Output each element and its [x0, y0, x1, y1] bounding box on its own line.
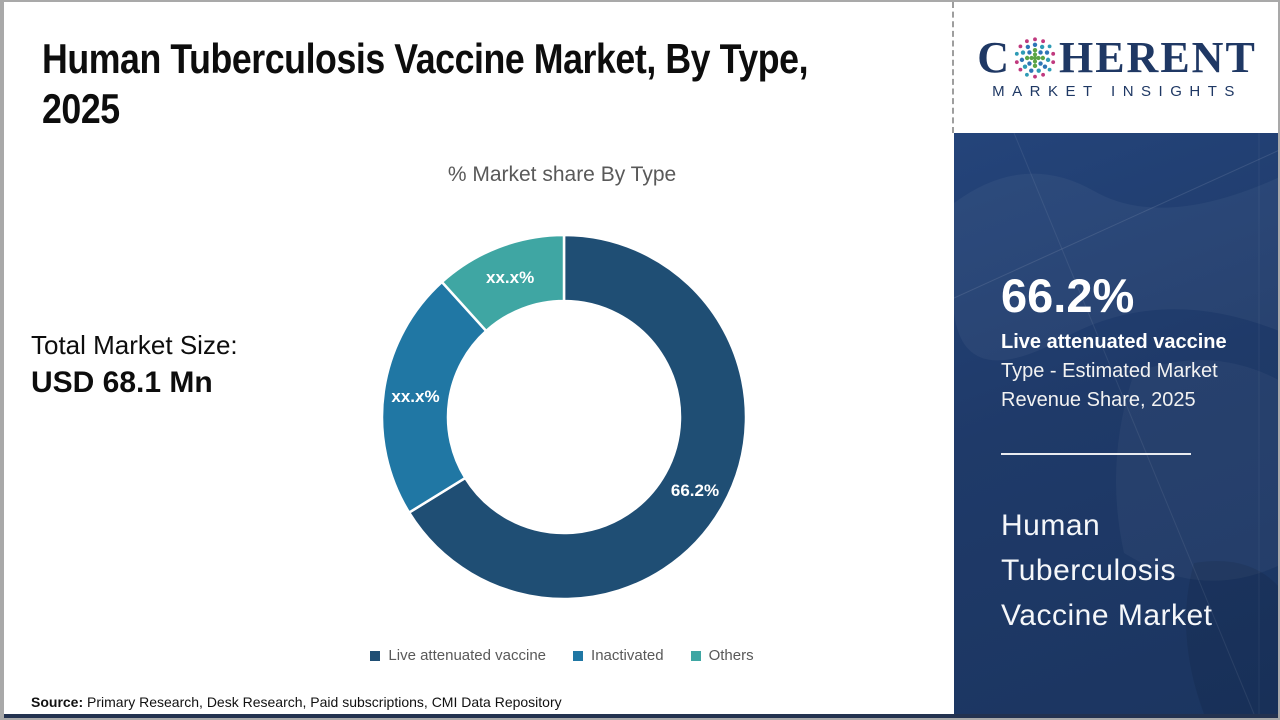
globe-dot [1027, 60, 1032, 66]
slice-label-0: 66.2% [671, 481, 719, 500]
donut-chart: 66.2% xx.x% xx.x% [380, 233, 748, 601]
globe-dot [1029, 67, 1034, 73]
globe-dot [1040, 55, 1046, 60]
globe-dot [1041, 38, 1045, 43]
market-name-line3: Vaccine Market [1001, 599, 1213, 632]
page-title-line2: 2025 [42, 85, 120, 132]
brand-subtitle: MARKET INSIGHTS [992, 82, 1242, 100]
globe-dot [1033, 36, 1037, 41]
globe-dot [1042, 63, 1048, 69]
globe-dot [1032, 55, 1038, 60]
total-market-size-value: USD 68.1 Mn [31, 366, 213, 399]
chart-title: % Market share By Type [447, 163, 677, 186]
donut-slice-1 [380, 280, 488, 515]
legend-swatch-icon [690, 650, 701, 661]
chart-legend: Live attenuated vaccine Inactivated Others [172, 647, 952, 664]
key-stat: 66.2% Live attenuated vaccine Type - Est… [1001, 271, 1227, 415]
legend-label: Live attenuated vaccine [388, 647, 547, 664]
world-map-decoration [954, 133, 1278, 714]
globe-dot [1051, 59, 1056, 64]
page-title-line1: Human Tuberculosis Vaccine Market, By Ty… [42, 35, 809, 82]
sidebar: 66.2% Live attenuated vaccine Type - Est… [954, 133, 1278, 714]
globe-dot [1027, 49, 1032, 55]
total-market-size: Total Market Size: USD 68.1 Mn [31, 328, 238, 402]
globe-dot [1019, 57, 1025, 62]
brand-letter-c: C [977, 32, 1011, 82]
legend-item-0: Live attenuated vaccine [370, 647, 546, 664]
logo: C HERENT MARKET INSIGHTS [952, 2, 1278, 133]
globe-dot [1018, 43, 1023, 48]
key-stat-segment: Live attenuated vaccine [1001, 331, 1227, 353]
globe-dot [1025, 44, 1031, 49]
globe-dot [1029, 55, 1034, 60]
globe-dot [1033, 74, 1037, 79]
globe-dot [1051, 51, 1056, 56]
globe-dot [1039, 44, 1045, 49]
brand-wordmark: C HERENT [977, 32, 1257, 82]
globe-dot [1032, 51, 1038, 57]
brand-letters-rest: HERENT [1058, 32, 1257, 82]
globe-dot [1047, 43, 1052, 48]
legend-item-2: Others [690, 647, 754, 664]
globe-dot [1022, 63, 1028, 69]
page-title: Human Tuberculosis Vaccine Market, By Ty… [42, 34, 808, 134]
globe-dot [1038, 60, 1043, 66]
globe-dot [1044, 49, 1050, 55]
globe-dot [1032, 58, 1038, 64]
key-stat-desc-line2: Type - Estimated Market [1001, 360, 1218, 382]
globe-dot [1018, 67, 1023, 72]
key-stat-desc-line3: Revenue Share, 2025 [1001, 389, 1196, 411]
market-name-line2: Tuberculosis [1001, 554, 1176, 587]
market-name: Human Tuberculosis Vaccine Market [1001, 503, 1213, 638]
donut-slice-2 [440, 233, 566, 333]
globe-dot [1020, 49, 1026, 55]
globe-dot [1032, 63, 1038, 68]
globe-dot [1024, 38, 1029, 43]
source-text: Primary Research, Desk Research, Paid su… [83, 694, 562, 710]
globe-dot [1045, 57, 1051, 62]
globe-dot [1041, 72, 1045, 77]
globe-dot [1032, 42, 1038, 47]
globe-dot [1024, 55, 1030, 60]
legend-item-1: Inactivated [573, 647, 664, 664]
market-name-line1: Human [1001, 509, 1101, 542]
legend-label: Inactivated [591, 647, 664, 664]
total-market-size-label: Total Market Size: [31, 330, 238, 360]
legend-label: Others [708, 647, 754, 664]
globe-dot [1024, 72, 1029, 77]
globe-dot [1032, 47, 1038, 52]
globe-dot [1038, 49, 1043, 55]
source-label: Source: [31, 694, 84, 710]
source-note: Source: Primary Research, Desk Research,… [31, 694, 562, 710]
bottom-bar [4, 714, 1278, 718]
globe-dots-icon [1014, 36, 1056, 79]
sidebar-divider [1001, 453, 1191, 455]
donut-slice-0 [407, 233, 748, 601]
globe-dot [1014, 51, 1019, 56]
globe-dot [1014, 59, 1019, 64]
legend-swatch-icon [573, 650, 584, 661]
globe-dot [1047, 67, 1052, 72]
slice-label-1: xx.x% [391, 387, 439, 406]
slice-label-2: xx.x% [486, 268, 534, 287]
key-stat-value: 66.2% [1001, 269, 1135, 322]
globe-dot [1036, 67, 1041, 73]
legend-swatch-icon [370, 650, 381, 661]
globe-dot [1036, 55, 1041, 60]
